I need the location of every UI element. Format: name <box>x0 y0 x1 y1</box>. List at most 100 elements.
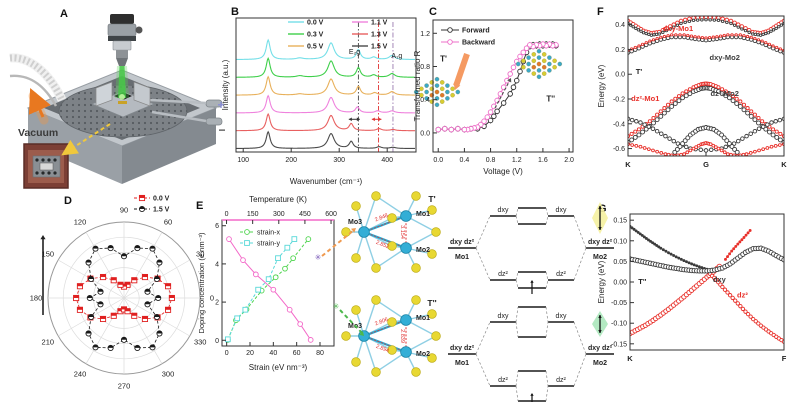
laser-beam <box>115 66 129 100</box>
panel-f-bandstructure-chart: dxy-Mo1 dxy-Mo2 dz²-Mo2 dz²-Mo1 T' 0.4 0.2 0.0 -… <box>597 15 787 169</box>
svg-text:0.4: 0.4 <box>615 22 625 29</box>
svg-text:Forward: Forward <box>462 28 490 35</box>
device-inset-photo <box>23 143 69 189</box>
svg-text:0: 0 <box>225 211 229 218</box>
svg-text:0.0: 0.0 <box>615 72 625 79</box>
svg-text:40: 40 <box>269 350 277 357</box>
svg-text:90: 90 <box>120 206 128 215</box>
svg-text:Backward: Backward <box>462 40 495 47</box>
svg-text:2: 2 <box>215 300 219 307</box>
svg-text:0: 0 <box>225 350 229 357</box>
svg-text:Mo1: Mo1 <box>416 315 430 322</box>
plus-electrode-label: + <box>217 98 224 112</box>
svg-text:1.6: 1.6 <box>538 157 548 164</box>
svg-text:-0.2: -0.2 <box>613 97 625 104</box>
svg-text:300: 300 <box>333 157 345 164</box>
vacuum-label: Vacuum <box>18 127 58 139</box>
probe-arms <box>149 98 207 123</box>
svg-text:1.2: 1.2 <box>420 31 430 38</box>
svg-text:-0.05: -0.05 <box>611 300 627 307</box>
svg-text:0.8: 0.8 <box>486 157 496 164</box>
svg-text:240: 240 <box>74 370 87 379</box>
panel-c-hysteresis-chart: T' T'' 0.0 0.4 0.8 1.2 1.6 2.0 0.0 0.4 0.8 1.2 Volta… <box>413 19 574 176</box>
svg-text:1.1 V: 1.1 V <box>371 20 388 27</box>
svg-text:Mo2: Mo2 <box>416 247 430 254</box>
svg-text:-0.10: -0.10 <box>611 321 627 328</box>
svg-text:T'': T'' <box>427 298 436 308</box>
vacuum-tube <box>9 53 67 107</box>
microscope-objective-icon <box>107 14 143 66</box>
svg-text:✳: ✳ <box>333 302 340 311</box>
panel-d-label: D <box>64 195 72 207</box>
svg-text:3.154: 3.154 <box>399 225 405 239</box>
svg-text:dxy dz²: dxy dz² <box>588 239 613 246</box>
panel-g-bandstructure-chart: T'' dxy dz² 0.15 0.10 0.05 0.00 -0.05 -0.10 -0.15… <box>597 213 787 363</box>
svg-text:T': T' <box>440 55 447 64</box>
svg-text:T'': T'' <box>638 277 646 286</box>
svg-text:400: 400 <box>381 157 393 164</box>
panel-b-label: B <box>231 6 239 18</box>
svg-text:200: 200 <box>285 157 297 164</box>
svg-text:1.5 V: 1.5 V <box>153 207 170 214</box>
svg-text:600: 600 <box>325 211 337 218</box>
svg-text:120: 120 <box>74 217 87 226</box>
svg-text:Mo1: Mo1 <box>416 211 430 218</box>
svg-text:dxy dz²: dxy dz² <box>450 239 475 246</box>
inset-pointer-arrow <box>61 123 111 156</box>
svg-text:A₁g: A₁g <box>391 53 402 60</box>
panel-e-label: E <box>196 200 204 212</box>
svg-text:dxy-Mo1: dxy-Mo1 <box>663 24 693 33</box>
svg-text:2.839: 2.839 <box>399 329 405 343</box>
svg-text:Mo3: Mo3 <box>348 219 362 226</box>
svg-text:dxy-Mo2: dxy-Mo2 <box>710 53 740 62</box>
svg-text:dz²-Mo1: dz²-Mo1 <box>631 94 659 103</box>
svg-text:Temperature (K): Temperature (K) <box>249 195 307 204</box>
molecular-orbital-diagrams: dxy dz² Mo1 dxy dz² Mo2 dxy dxy dz² dz² dxy dz² M… <box>448 202 614 402</box>
svg-text:150: 150 <box>42 250 55 259</box>
svg-text:2.894: 2.894 <box>375 344 390 355</box>
t-prime-structure: Mo1 Mo2 Mo3 2.848 3.154 2.852 T' <box>341 191 441 273</box>
svg-text:K: K <box>627 354 633 363</box>
svg-text:Strain (eV nm⁻³): Strain (eV nm⁻³) <box>249 363 308 372</box>
svg-text:G: G <box>703 160 709 169</box>
svg-text:Mo2: Mo2 <box>593 360 607 367</box>
svg-text:dz²: dz² <box>556 377 566 384</box>
svg-text:0.0: 0.0 <box>433 157 443 164</box>
minus-electrode-label: − <box>218 123 225 137</box>
svg-text:dz²: dz² <box>498 271 508 278</box>
svg-text:1.3 V: 1.3 V <box>371 32 388 39</box>
svg-text:Wavenumber (cm⁻¹): Wavenumber (cm⁻¹) <box>290 177 363 186</box>
svg-text:T': T' <box>428 194 435 204</box>
panel-c-label: C <box>429 6 437 18</box>
svg-text:210: 210 <box>42 338 55 347</box>
svg-text:0.2: 0.2 <box>615 47 625 54</box>
svg-text:Mo1: Mo1 <box>455 360 469 367</box>
svg-text:150: 150 <box>247 211 259 218</box>
svg-text:0.3 V: 0.3 V <box>307 32 324 39</box>
svg-text:✳: ✳ <box>315 253 322 262</box>
svg-text:Intensity (a.u.): Intensity (a.u.) <box>221 59 230 110</box>
svg-text:Mo2: Mo2 <box>593 254 607 261</box>
svg-text:Energy (eV): Energy (eV) <box>597 260 606 303</box>
svg-text:2.806: 2.806 <box>374 317 389 328</box>
svg-text:Mo1: Mo1 <box>455 254 469 261</box>
panel-b-raman-chart: E₂g A₁g 100 200 300 400 Wavenumber (cm⁻¹) Inten… <box>221 17 417 186</box>
svg-text:60: 60 <box>164 217 172 226</box>
svg-text:strain-y: strain-y <box>257 241 280 248</box>
svg-text:0.0 V: 0.0 V <box>153 196 170 203</box>
svg-text:T': T' <box>636 67 643 76</box>
svg-text:450: 450 <box>299 211 311 218</box>
svg-text:dxy dz²: dxy dz² <box>588 345 613 352</box>
svg-text:Mo2: Mo2 <box>416 351 430 358</box>
svg-text:dxy: dxy <box>498 313 509 320</box>
feedthrough-port-minus <box>205 117 223 126</box>
svg-text:Energy (eV): Energy (eV) <box>597 64 606 107</box>
svg-text:2.848: 2.848 <box>374 213 389 224</box>
svg-text:0: 0 <box>215 338 219 345</box>
svg-text:20: 20 <box>246 350 254 357</box>
svg-text:dxy: dxy <box>498 207 509 214</box>
svg-text:1.2: 1.2 <box>512 157 522 164</box>
